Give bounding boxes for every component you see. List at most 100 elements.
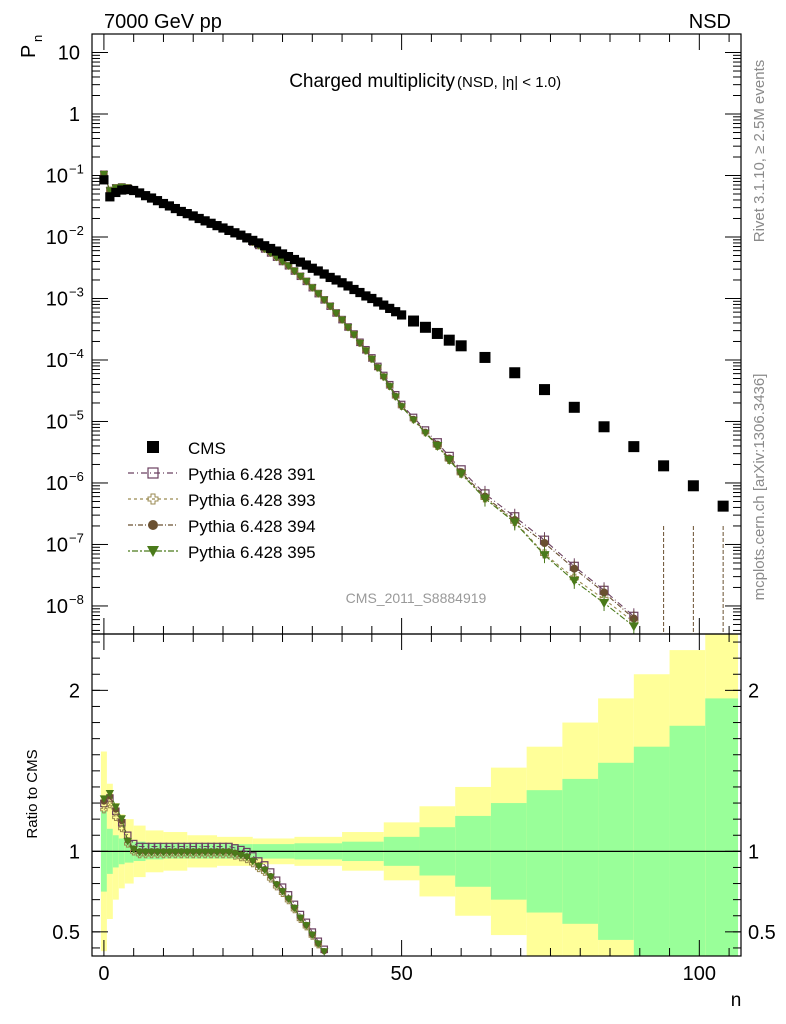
ratio-y-tick-label: 2	[69, 680, 80, 702]
plot-frames	[91, 33, 742, 957]
cms-data-point	[224, 225, 234, 236]
mc-point-395	[361, 347, 371, 355]
ratio-y-tick-label-right: 2	[748, 680, 759, 702]
ratio-point-395	[117, 815, 126, 823]
ratio-point-393	[100, 805, 108, 814]
cms-data-point	[455, 340, 467, 352]
cms-data-point	[343, 281, 353, 291]
cms-data-point	[164, 201, 175, 211]
cms-data-point	[313, 266, 323, 276]
mc-point-395	[302, 278, 311, 286]
cms-data-point	[337, 278, 347, 288]
ratio-point-395	[290, 904, 299, 913]
cms-data-point	[135, 188, 145, 198]
ratio-point-393	[106, 800, 114, 809]
ratio-line-391	[103, 797, 325, 950]
cms-data-point	[509, 367, 521, 379]
y-tick-label: 10	[46, 534, 68, 556]
legend-label: Pythia 6.428 394	[188, 517, 316, 536]
y-tick-label: 10	[46, 350, 68, 372]
process-label: NSD	[689, 11, 731, 33]
ratio-point-395	[260, 866, 269, 875]
mc-point-395	[367, 355, 377, 364]
cms-data-point	[568, 401, 580, 413]
cms-data-point	[194, 213, 204, 224]
mc-point-395	[355, 339, 365, 348]
mc-point-395	[331, 309, 341, 318]
mc-point-395	[397, 403, 406, 411]
ratio-series	[99, 790, 329, 956]
legend-label: Pythia 6.428 391	[188, 465, 316, 484]
cms-data-point	[105, 192, 115, 202]
mc-point-395	[99, 170, 109, 179]
mc-point-395	[314, 290, 323, 298]
cms-data-point	[206, 218, 216, 228]
mc-line-394	[103, 174, 635, 620]
mc-point-395	[337, 316, 347, 325]
chart-subtitle: (NSD, |η| < 1.0)	[457, 74, 561, 91]
cms-data-point	[230, 228, 240, 238]
cms-data-point	[212, 221, 222, 231]
ratio-point-395	[200, 848, 210, 857]
mc-line-393	[103, 174, 635, 623]
y-tick-exponent: −1	[69, 162, 84, 177]
legend-marker	[147, 467, 159, 479]
cms-data-point	[325, 272, 335, 283]
ratio-point-395	[248, 858, 257, 866]
y-tick-exponent: −8	[69, 592, 84, 607]
ratio-point-395	[189, 848, 198, 857]
ratio-point-395	[123, 838, 132, 846]
cms-data-point	[443, 334, 455, 346]
cms-data-point	[158, 198, 169, 209]
mc-point-395	[308, 284, 317, 292]
cms-data-point	[319, 269, 329, 279]
ratio-point-395	[278, 888, 287, 896]
ratio-point-395	[320, 948, 329, 956]
mc-point-395	[391, 393, 400, 401]
y-axis-label-text: P	[18, 45, 40, 58]
y-tick-exponent: −3	[69, 284, 84, 299]
legend-label: CMS	[188, 439, 226, 458]
source-label: mcplots.cern.ch [arXiv:1306.3436]	[751, 374, 768, 601]
ratio-point-395	[135, 848, 144, 857]
ratio-point-393	[112, 813, 120, 821]
ratio-point-395	[177, 848, 186, 857]
cms-data-point	[307, 263, 317, 273]
ratio-point-395	[296, 914, 305, 923]
cms-data-point	[379, 300, 389, 310]
ratio-point-395	[266, 873, 275, 882]
ratio-point-395	[212, 848, 222, 857]
main-series	[99, 170, 729, 635]
ratio-point-395	[236, 851, 246, 860]
y-tick-label: 10	[46, 227, 68, 249]
cms-data-point	[373, 297, 383, 307]
y-tick-label: 10	[46, 288, 68, 310]
ratio-point-395	[153, 848, 162, 857]
mc-point-395	[284, 262, 293, 271]
cms-data-point	[176, 206, 186, 217]
mc-point-395	[343, 324, 353, 332]
cms-data-point	[295, 257, 305, 267]
cms-data-point	[254, 238, 264, 248]
ratio-point-393	[118, 824, 126, 833]
y-tick-exponent: −7	[69, 530, 84, 545]
ratio-point-395	[242, 853, 252, 862]
legend-marker	[148, 520, 158, 530]
cms-data-point	[349, 284, 359, 295]
cms-data-point	[408, 315, 420, 327]
mc-point-395	[456, 469, 467, 479]
ratio-point-395	[147, 848, 156, 857]
band-inner-bin	[705, 698, 739, 956]
analysis-watermark: CMS_2011_S8884919	[346, 590, 487, 606]
ratio-point-395	[105, 790, 115, 798]
cms-data-point	[539, 384, 551, 396]
ratio-point-395	[141, 848, 150, 857]
cms-data-point	[182, 209, 192, 219]
ratio-point-395	[183, 848, 192, 857]
mc-point-395	[385, 383, 394, 391]
mc-point-395	[421, 429, 430, 438]
cms-data-point	[260, 241, 270, 251]
y-tick-exponent: −2	[69, 223, 84, 238]
cms-data-point	[598, 421, 610, 433]
cms-data-point	[431, 327, 443, 339]
